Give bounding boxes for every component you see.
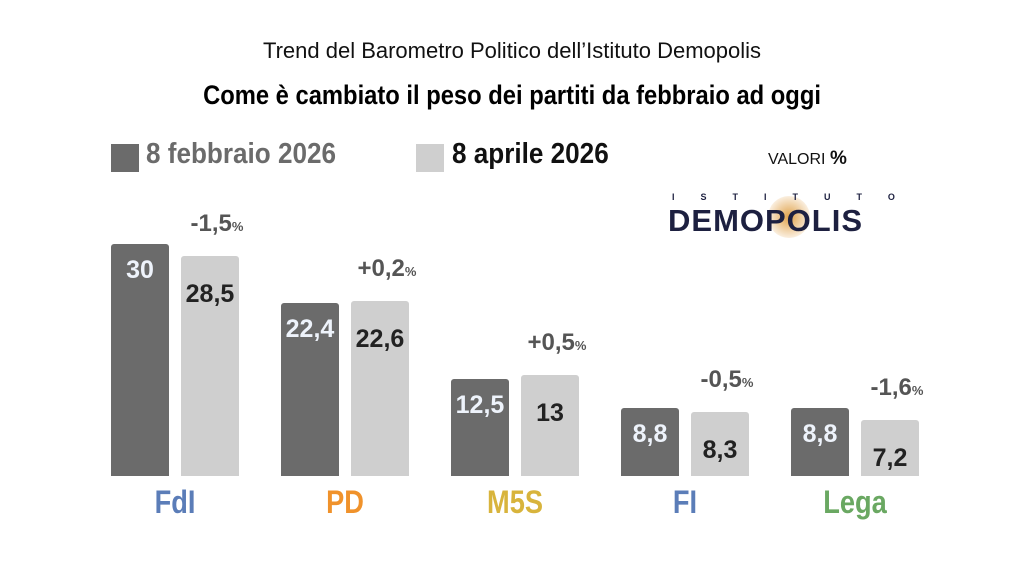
change-label: -1,5% [175,210,259,241]
demopolis-logo: ISTITUTO DEMOPOLIS [668,192,918,240]
bar-value-label: 28,5 [185,279,235,308]
bar-M5S-0 [451,379,509,476]
unit-symbol: % [829,148,847,169]
change-unit: % [404,264,417,280]
bar-Lega-0 [791,407,849,476]
unit-note: VALORI % [768,148,847,170]
logo-text-main: DEMOPOLIS [668,203,864,238]
legend-swatch-apr [416,144,444,172]
bar-value-label: 8,3 [702,435,738,464]
bar-M5S-1 [521,375,579,476]
category-label: FI [672,484,698,520]
change-label: +0,5% [515,329,599,360]
change-value: -0,5 [700,365,742,393]
bar-value-label: 22,4 [285,314,335,343]
bar-Lega-1 [861,420,919,476]
bar-FdI-0 [111,244,169,476]
category-label: M5S [487,484,543,520]
change-unit: % [741,374,754,390]
bar-PD-1 [351,301,409,476]
bar-value-label: 12,5 [455,391,505,420]
bar-value-label: 7,2 [872,444,908,473]
bar-value-label: 8,8 [632,419,668,448]
chart-title: Come è cambiato il peso dei partiti da f… [203,80,821,110]
change-value: +0,5 [527,329,575,357]
bar-FdI-1 [181,255,239,476]
change-value: -1,5 [190,209,232,237]
change-unit: % [231,218,244,234]
bar-PD-0 [281,302,339,476]
category-label: FdI [154,484,196,520]
legend-swatch-feb [111,144,139,172]
change-unit: % [911,383,924,399]
logo-glow [768,196,810,238]
bar-value-label: 13 [536,399,564,428]
change-value: -1,6 [870,374,912,402]
logo-text-top: ISTITUTO [672,192,921,202]
legend-label-apr: 8 aprile 2026 [452,138,609,170]
category-label: PD [326,484,364,520]
unit-label: VALORI [768,151,826,168]
chart-subtitle: Trend del Barometro Politico dell’Istitu… [262,38,762,63]
legend-label-feb: 8 febbraio 2026 [146,138,337,170]
bar-value-label: 30 [126,256,154,284]
change-label: -0,5% [685,366,769,397]
change-unit: % [574,338,587,354]
change-label: -1,6% [855,374,939,405]
change-value: +0,2 [357,255,405,283]
change-label: +0,2% [345,255,429,286]
bar-value-label: 8,8 [802,419,838,448]
bar-FI-0 [621,407,679,476]
bar-FI-1 [691,411,749,476]
bar-value-label: 22,6 [355,325,405,354]
category-label: Lega [823,484,887,520]
